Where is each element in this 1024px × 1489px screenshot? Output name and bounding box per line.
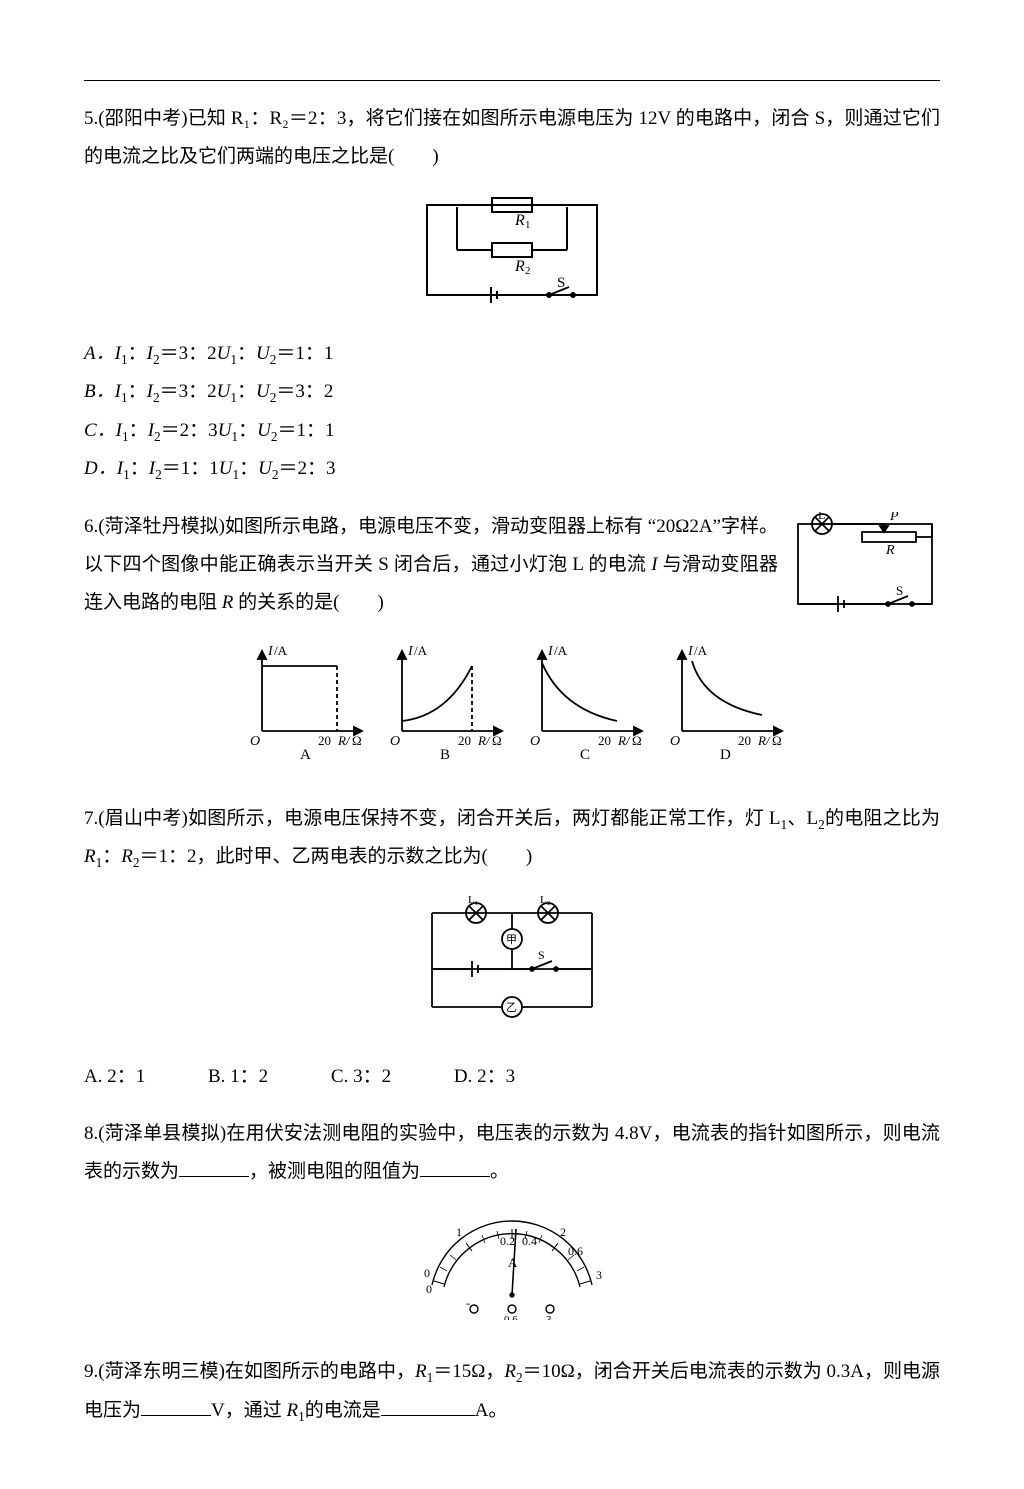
q7-opt-b: B. 1：2 [208,1066,268,1087]
svg-text:O: O [250,734,260,749]
q7-opt-d: D. 2：3 [454,1066,515,1087]
svg-text:C: C [580,747,590,761]
svg-text:/A: /A [274,643,288,658]
svg-text:R: R [514,212,525,229]
q8-stem: 8.(菏泽单县模拟)在用伏安法测电阻的实验中，电压表的示数为 4.8V，电流表的… [84,1115,940,1191]
svg-text:乙: 乙 [506,1001,517,1014]
svg-text:-: - [466,1296,470,1310]
svg-text:D: D [720,747,731,761]
svg-text:0: 0 [424,1266,430,1280]
svg-text:R: R [514,258,525,275]
q7-circuit-figure: L₁ L₂ 甲 S [84,895,940,1039]
svg-text:0.2: 0.2 [500,1234,515,1248]
q7-options: A. 2：1 B. 1：2 C. 3：2 D. 2：3 [84,1058,940,1096]
q9-blank-1 [141,1396,211,1416]
svg-text:P: P [889,512,899,524]
svg-text:0.6: 0.6 [568,1244,583,1258]
svg-text:3: 3 [546,1314,552,1320]
svg-text:O: O [670,734,680,749]
svg-text:B: B [440,747,450,761]
svg-text:R/: R/ [337,733,351,748]
svg-text:S: S [538,948,545,962]
svg-text:/A: /A [694,643,708,658]
q7-stem: 7.(眉山中考)如图所示，电源电压保持不变，闭合开关后，两灯都能正常工作，灯 L… [84,800,940,877]
q8-blank-1 [179,1157,249,1177]
svg-text:A: A [300,747,311,761]
question-5: 5.(邵阳中考)已知 R₁：R₂＝2：3，将它们接在如图所示电源电压为 12V … [84,100,940,489]
q6-circuit-figure: L P R S [790,512,940,632]
svg-text:S: S [557,275,565,291]
svg-text:20: 20 [318,733,331,748]
svg-text:/A: /A [554,643,568,658]
svg-text:R: R [885,543,895,558]
svg-text:R/: R/ [477,733,491,748]
q5-options: A．I1：I2＝3：2U1：U2＝1：1 B．I1：I2＝3：2U1：U2＝3：… [84,335,940,489]
q9-blank-2 [381,1396,475,1416]
q7-opt-c: C. 3：2 [331,1066,391,1087]
question-6: L P R S [84,508,940,781]
svg-text:20: 20 [458,733,471,748]
svg-text:Ω: Ω [352,733,362,748]
svg-text:L₁: L₁ [468,895,479,906]
top-rule [84,80,940,81]
question-7: 7.(眉山中考)如图所示，电源电压保持不变，闭合开关后，两灯都能正常工作，灯 L… [84,800,940,1097]
svg-text:A: A [508,1255,518,1270]
svg-text:I: I [547,644,554,659]
svg-text:20: 20 [738,733,751,748]
question-8: 8.(菏泽单县模拟)在用伏安法测电阻的实验中，电压表的示数为 4.8V，电流表的… [84,1115,940,1334]
svg-text:O: O [530,734,540,749]
svg-text:0: 0 [426,1282,432,1296]
q9-stem: 9.(菏泽东明三模)在如图所示的电路中，R1＝15Ω，R2＝10Ω，闭合开关后电… [84,1353,940,1430]
q8-text-b: ，被测电阻的阻值为 [249,1161,420,1182]
svg-text:S: S [896,583,903,598]
svg-text:1: 1 [525,219,531,231]
q6-graphs: I/A O 20 R/Ω A I/A O 20 R/Ω [84,641,940,775]
svg-text:Ω: Ω [492,733,502,748]
svg-text:O: O [390,734,400,749]
q8-ammeter-figure: 0 0 1 0.2 0.4 2 0.6 3 A [84,1210,940,1334]
svg-text:R/: R/ [617,733,631,748]
svg-text:Ω: Ω [772,733,782,748]
svg-text:L₂: L₂ [540,895,551,906]
q8-text-c: 。 [490,1161,509,1182]
svg-text:3: 3 [596,1268,602,1282]
svg-text:2: 2 [560,1225,566,1239]
q8-blank-2 [420,1157,490,1177]
q5-stem: 5.(邵阳中考)已知 R₁：R₂＝2：3，将它们接在如图所示电源电压为 12V … [84,100,940,176]
svg-text:0.6: 0.6 [504,1314,518,1320]
svg-text:1: 1 [456,1225,462,1239]
svg-text:2: 2 [525,265,531,277]
svg-text:甲: 甲 [506,934,517,946]
q5-circuit-figure: R 1 R 2 S [84,195,940,329]
svg-text:I: I [407,644,414,659]
question-9: 9.(菏泽东明三模)在如图所示的电路中，R1＝15Ω，R2＝10Ω，闭合开关后电… [84,1353,940,1430]
svg-text:Ω: Ω [632,733,642,748]
q7-opt-a: A. 2：1 [84,1066,145,1087]
svg-text:I: I [687,644,694,659]
svg-text:I: I [267,644,274,659]
svg-text:20: 20 [598,733,611,748]
svg-text:L: L [818,512,825,522]
svg-text:R/: R/ [757,733,771,748]
svg-text:0.4: 0.4 [522,1234,537,1248]
svg-text:/A: /A [414,643,428,658]
